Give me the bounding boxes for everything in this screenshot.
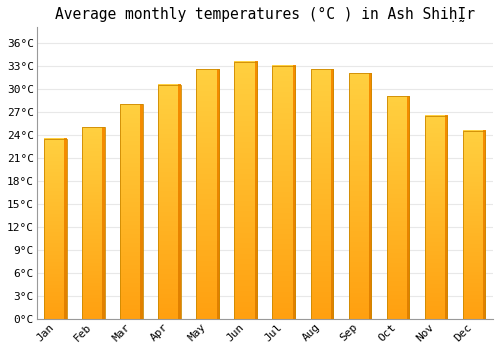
Bar [424,116,448,319]
Bar [82,127,105,319]
Bar [120,104,143,319]
Bar [272,66,295,319]
Title: Average monthly temperatures (°C ) in Ash ShiḥḬr: Average monthly temperatures (°C ) in As… [55,7,475,22]
Bar [310,70,334,319]
Bar [348,74,372,319]
Bar [158,85,181,319]
Bar [234,62,258,319]
Bar [44,139,67,319]
Bar [196,70,220,319]
Bar [386,96,409,319]
Bar [462,131,485,319]
